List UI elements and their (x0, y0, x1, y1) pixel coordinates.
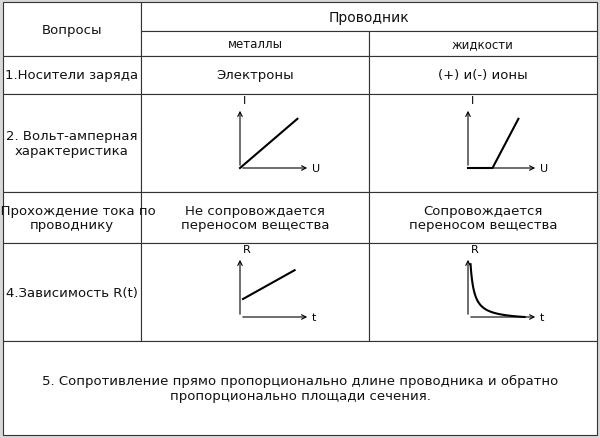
Text: Электроны: Электроны (216, 69, 294, 82)
Bar (3, 95, 141, 193)
Text: U: U (312, 164, 320, 173)
Text: Проводник: Проводник (329, 11, 409, 25)
Text: 4.Зависимость R(t): 4.Зависимость R(t) (6, 286, 138, 299)
Text: Сопровождается
переносом вещества: Сопровождается переносом вещества (409, 204, 557, 232)
Text: R: R (471, 244, 479, 254)
Bar (369, 95, 597, 193)
Bar (141, 57, 369, 95)
Text: I: I (471, 96, 474, 106)
Bar (3, 3, 141, 57)
Text: жидкости: жидкости (452, 38, 514, 51)
Text: U: U (540, 164, 548, 173)
Bar (3, 57, 141, 95)
Text: металлы: металлы (227, 38, 283, 51)
Bar (369, 244, 597, 341)
Bar (3, 244, 141, 341)
Bar (141, 244, 369, 341)
Text: Вопросы: Вопросы (42, 24, 102, 36)
Text: 2. Вольт-амперная
характеристика: 2. Вольт-амперная характеристика (6, 130, 138, 158)
Text: 5. Сопротивление прямо пропорционально длине проводника и обратно
пропорциональн: 5. Сопротивление прямо пропорционально д… (42, 374, 558, 402)
Text: 1.Носители заряда: 1.Носители заряда (5, 69, 139, 82)
Bar (369, 193, 597, 244)
Text: I: I (243, 96, 246, 106)
Text: t: t (540, 312, 544, 322)
Bar (369, 57, 597, 95)
Bar (369, 32, 597, 57)
Text: t: t (312, 312, 316, 322)
Text: 3.Прохождение тока по
проводнику: 3.Прохождение тока по проводнику (0, 204, 156, 232)
Text: Не сопровождается
переносом вещества: Не сопровождается переносом вещества (181, 204, 329, 232)
Bar (141, 95, 369, 193)
Bar (141, 3, 597, 32)
Bar (141, 193, 369, 244)
Bar (3, 341, 597, 435)
Text: (+) и(-) ионы: (+) и(-) ионы (438, 69, 528, 82)
Bar (141, 32, 369, 57)
Bar (3, 193, 141, 244)
Text: R: R (243, 244, 251, 254)
